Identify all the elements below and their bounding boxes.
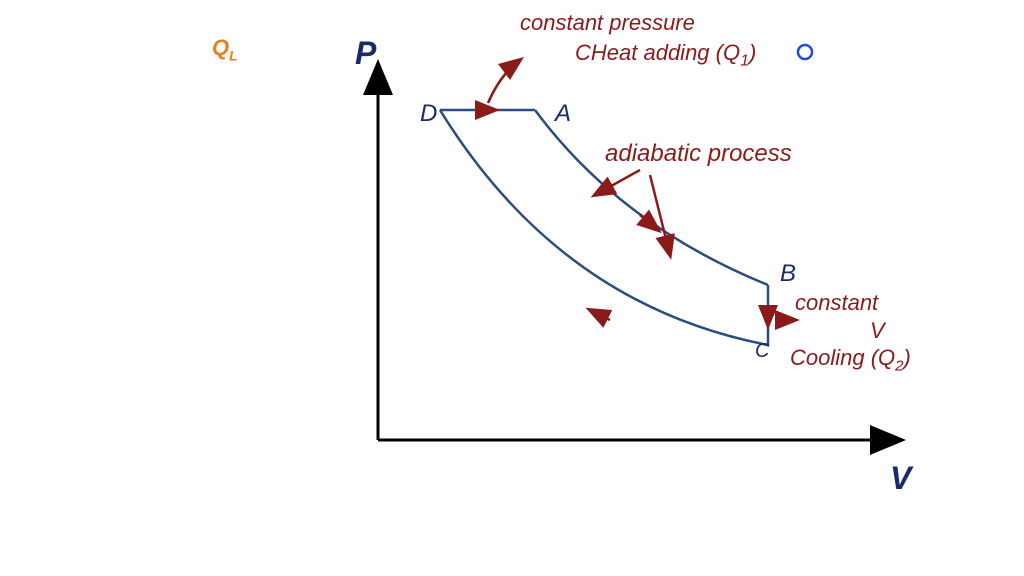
annotation-QL: QL [212,35,238,63]
arrow-AB [640,215,658,230]
y-axis-label: P [355,35,376,72]
annotation-const-pressure: constant pressure [520,10,695,36]
annotation-adiabatic: adiabatic process [605,140,792,168]
point-B: B [780,260,796,288]
point-A: A [555,100,571,128]
annotation-const-v-2: V [870,318,885,344]
x-axis-label: V [890,460,911,497]
point-C: C [755,340,769,363]
blue-circle-icon [798,45,812,59]
arrow-DA-label [488,60,520,103]
arrow-CD [590,310,610,320]
point-D: D [420,100,437,128]
arrow-adiabatic-2 [650,175,670,255]
annotation-const-v-1: constant [795,290,878,316]
arrow-BC-label [775,318,795,320]
annotation-cooling: Cooling (Q2) [790,345,911,374]
pv-diagram [0,0,1024,576]
annotation-heat-adding: CHeat adding (Q1) [575,40,756,70]
